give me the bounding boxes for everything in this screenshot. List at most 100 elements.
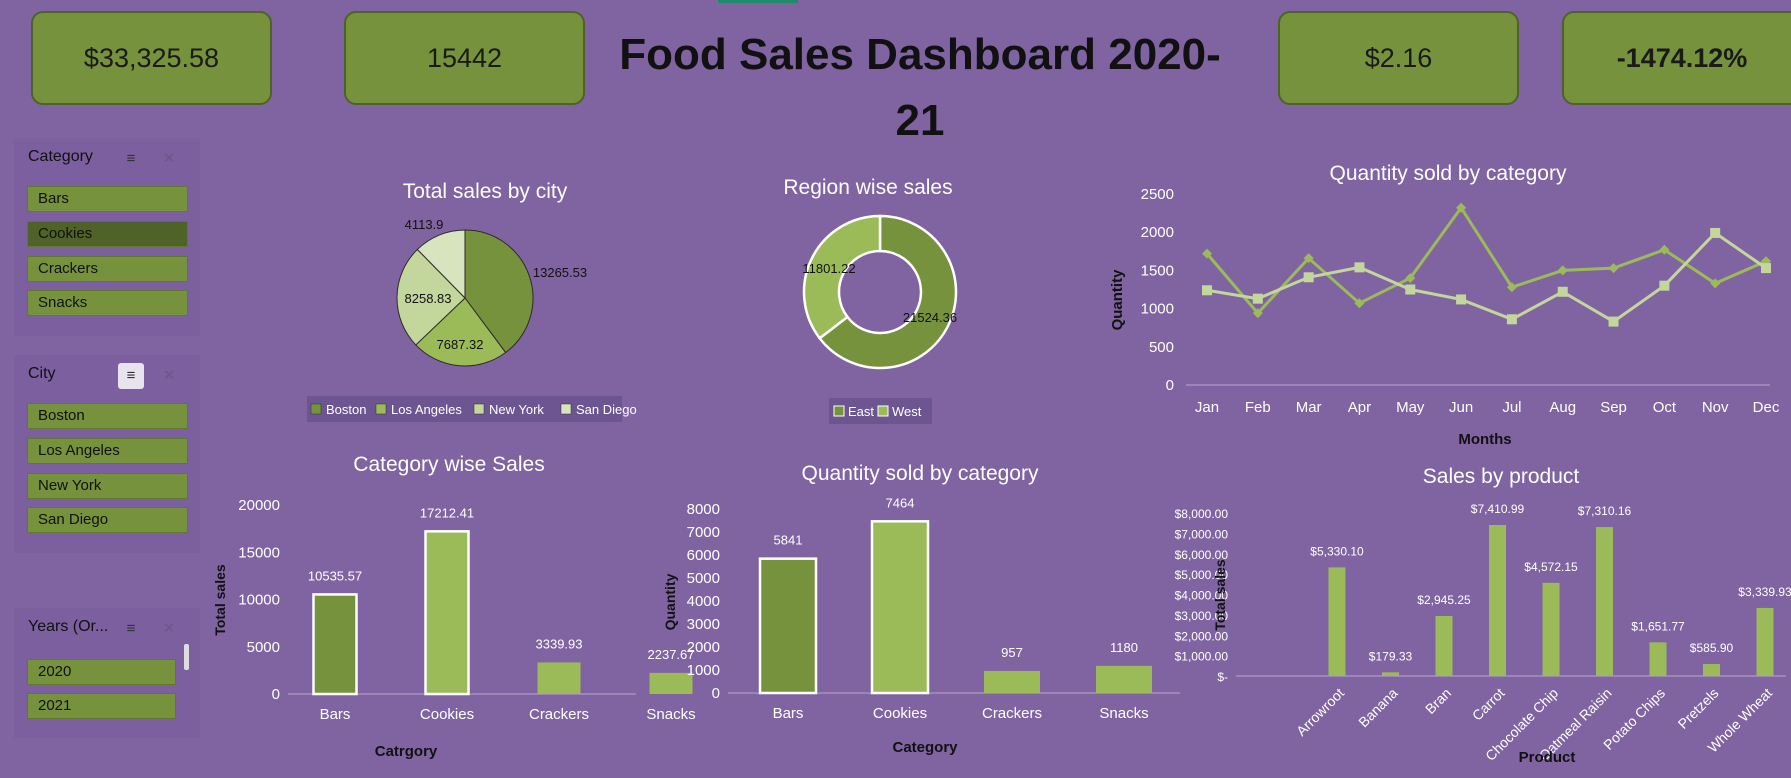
legend-swatch [833, 405, 845, 417]
data-label: 7687.32 [437, 337, 484, 352]
legend-label: New York [489, 402, 544, 417]
y-tick-label: $7,000.00 [1175, 527, 1229, 541]
data-label: $5,330.10 [1310, 544, 1364, 558]
legend-label: Los Angeles [391, 402, 462, 417]
y-tick-label: 0 [1166, 377, 1174, 394]
bar [1703, 664, 1720, 676]
kpi-growth-card[interactable]: -1474.12% [1562, 11, 1791, 105]
kpi-total-quantity-value: 15442 [426, 42, 503, 73]
multi-select-icon[interactable]: ≡ [126, 150, 136, 167]
city-slicer-title: City [28, 365, 56, 382]
category-slicer-title: Category [28, 148, 93, 165]
pie-slice [416, 229, 466, 300]
x-axis-title: Category [892, 739, 958, 756]
category-slicer[interactable]: Category ≡ ✕ Bars Cookies Crackers Snack… [14, 138, 200, 336]
kpi-total-sales-value: $33,325.58 [83, 42, 220, 73]
slicer-scrollbar[interactable] [184, 644, 189, 670]
chart-title: Region wise sales [783, 176, 952, 199]
data-point [1761, 263, 1771, 274]
slicer-item-crackers[interactable]: Crackers [27, 256, 188, 282]
data-label: 1180 [1110, 640, 1138, 655]
slicer-item-cookies[interactable]: Cookies [27, 221, 188, 247]
slicer-item-2020[interactable]: 2020 [27, 659, 176, 685]
data-point [1354, 262, 1365, 273]
y-axis-title: Total sales [212, 564, 228, 636]
city-slicer[interactable]: City ≡ ✕ Boston Los Angeles New York San… [14, 355, 200, 553]
y-tick-label: 0 [272, 686, 280, 703]
x-tick-label: Bran [1422, 685, 1454, 717]
data-label: 17212.41 [420, 505, 474, 520]
data-point [1303, 272, 1314, 283]
slicer-item-boston[interactable]: Boston [27, 403, 188, 429]
x-axis-title: Months [1458, 431, 1511, 448]
donut-slice [817, 214, 958, 370]
x-axis-title: Product [1519, 749, 1576, 766]
y-tick-label: 2000 [1141, 224, 1174, 241]
series-line [1205, 205, 1767, 316]
slicer-item-los-angeles[interactable]: Los Angeles [27, 438, 188, 464]
kpi-growth-value: -1474.12% [1616, 42, 1748, 73]
x-tick-label: Apr [1348, 399, 1371, 416]
x-tick-label: Snacks [1099, 705, 1148, 722]
bar [1382, 672, 1399, 676]
slicer-item-snacks[interactable]: Snacks [27, 290, 188, 316]
legend-swatch [473, 403, 485, 415]
x-tick-label: Bars [773, 705, 804, 722]
kpi-avg-price-card[interactable]: $2.16 [1278, 11, 1519, 105]
data-point [1557, 265, 1568, 276]
clear-filter-icon[interactable]: ✕ [162, 367, 176, 384]
page-title: Food Sales Dashboard 2020-21 [619, 30, 1221, 145]
kpi-total-quantity-card[interactable]: 15442 [344, 11, 585, 105]
data-point [1659, 280, 1670, 291]
data-point [1557, 286, 1568, 297]
y-tick-label: 1000 [1141, 301, 1174, 318]
x-tick-label: Crackers [529, 706, 589, 723]
x-tick-label: Arrowroot [1293, 685, 1347, 739]
chart-title: Category wise Sales [353, 453, 544, 476]
x-tick-label: Jun [1449, 399, 1473, 416]
data-point [1710, 227, 1721, 238]
multi-select-icon[interactable]: ≡ [126, 620, 136, 637]
years-slicer-title: Years (Or... [28, 618, 109, 635]
slicer-item-bars[interactable]: Bars [27, 186, 188, 212]
data-point [1354, 298, 1365, 309]
data-label: $585.90 [1690, 641, 1734, 655]
bar [1756, 607, 1774, 676]
data-point [1252, 293, 1263, 304]
x-tick-label: Oct [1653, 399, 1677, 416]
multi-select-icon[interactable]: ≡ [118, 363, 144, 389]
legend-label: East [848, 404, 874, 419]
y-tick-label: $2,000.00 [1175, 629, 1229, 643]
data-label: 21524.36 [903, 310, 957, 325]
y-axis-title: Total sales [1212, 559, 1228, 631]
bar [649, 672, 693, 694]
kpi-total-sales-card[interactable]: $33,325.58 [31, 11, 272, 105]
x-tick-label: Carrot [1469, 685, 1508, 724]
data-point [1303, 253, 1314, 264]
bar [1435, 615, 1453, 676]
slicer-item-san-diego[interactable]: San Diego [27, 507, 188, 533]
years-slicer[interactable]: Years (Or... ≡ ✕ 2020 2021 [14, 608, 200, 738]
bar [758, 557, 818, 695]
bar [870, 520, 930, 695]
slicer-item-new-york[interactable]: New York [27, 473, 188, 499]
data-label: 4113.9 [405, 217, 444, 232]
chart-title: Sales by product [1423, 465, 1580, 488]
data-label: 957 [1001, 645, 1023, 660]
y-tick-label: $1,000.00 [1175, 650, 1229, 664]
bar [1096, 665, 1152, 693]
data-point [1405, 273, 1416, 284]
data-label: $3,339.93 [1738, 585, 1791, 599]
clear-filter-icon[interactable]: ✕ [162, 620, 176, 637]
data-label: 13265.53 [533, 265, 587, 280]
y-tick-label: $- [1217, 670, 1228, 684]
slicer-item-2021[interactable]: 2021 [27, 693, 176, 719]
data-point [1608, 263, 1619, 274]
data-point [1659, 244, 1670, 255]
bar [1328, 567, 1346, 676]
data-point [1506, 282, 1517, 293]
y-tick-label: 1500 [1141, 262, 1174, 279]
clear-filter-icon[interactable]: ✕ [162, 150, 176, 167]
x-tick-label: Cookies [420, 706, 474, 723]
data-label: 8258.83 [405, 291, 452, 306]
